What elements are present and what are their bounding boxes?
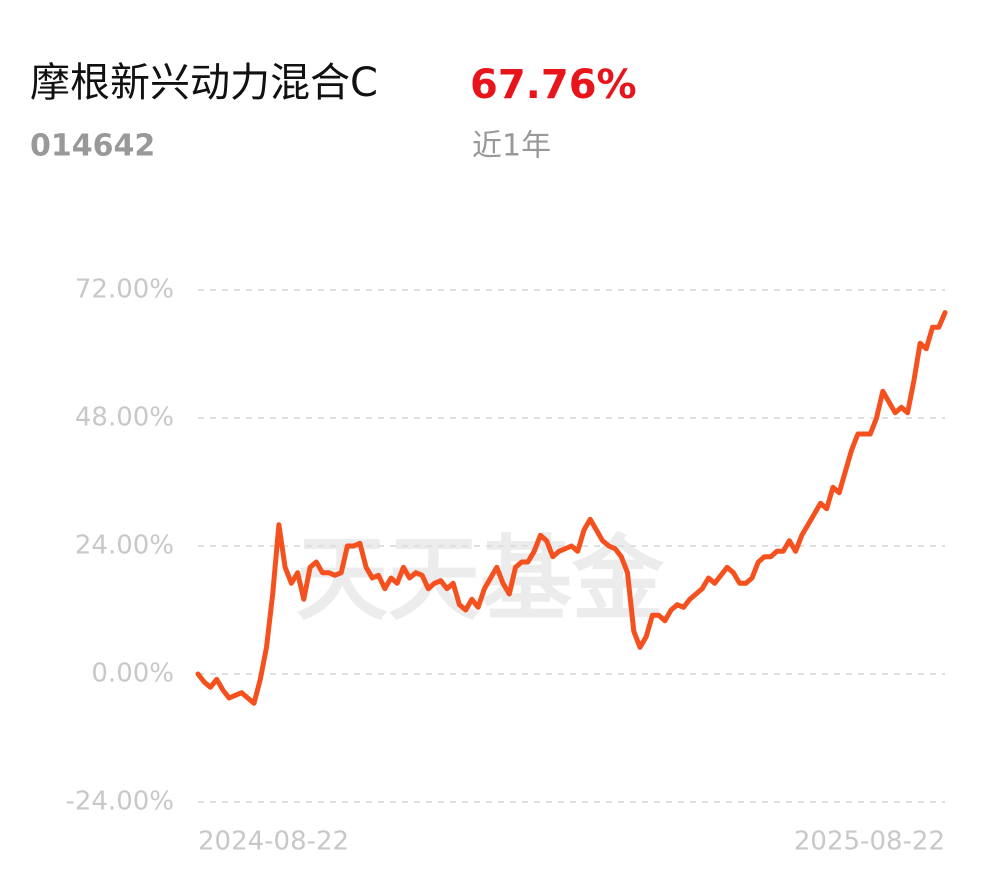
y-tick-label: 24.00% [75, 531, 174, 561]
y-tick-label: -24.00% [65, 787, 174, 817]
y-tick-label: 72.00% [75, 275, 174, 305]
y-tick-label: 0.00% [91, 659, 174, 689]
fund-code: 014642 [30, 129, 155, 164]
y-tick-label: 48.00% [75, 403, 174, 433]
x-tick-label: 2025-08-22 [794, 827, 945, 857]
fund-return: 67.76% [470, 62, 637, 108]
fund-title: 摩根新兴动力混合C [30, 60, 378, 106]
return-period: 近1年 [472, 129, 551, 164]
x-tick-label: 2024-08-22 [198, 827, 349, 857]
series-line [195, 310, 948, 706]
